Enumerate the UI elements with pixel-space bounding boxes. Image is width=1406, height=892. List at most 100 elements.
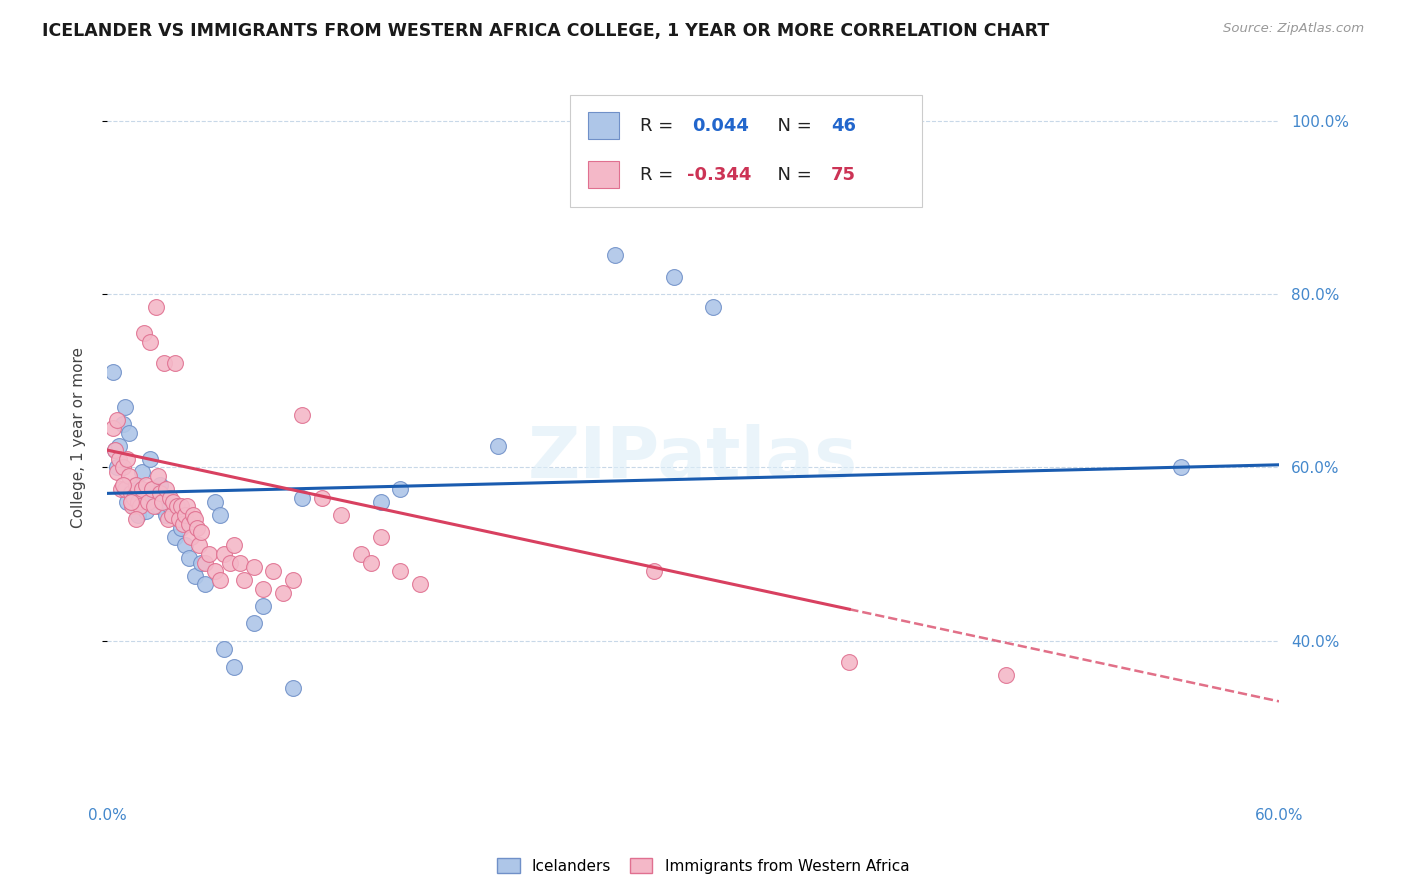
Point: [110, 482, 132, 496]
Point: [120, 495, 142, 509]
Point: [486, 439, 509, 453]
Point: [149, 486, 172, 500]
Point: [662, 269, 685, 284]
Point: [155, 508, 177, 522]
Point: [124, 500, 146, 514]
Point: [291, 491, 314, 505]
Point: [101, 365, 124, 379]
Point: [222, 659, 245, 673]
Point: [360, 556, 382, 570]
Point: [603, 248, 626, 262]
Point: [146, 469, 169, 483]
Point: [129, 486, 152, 500]
Point: [115, 495, 138, 509]
Point: [160, 508, 183, 522]
Point: [174, 538, 197, 552]
Point: [125, 477, 148, 491]
Point: [186, 521, 208, 535]
Point: [114, 400, 136, 414]
Point: [107, 451, 129, 466]
Point: [187, 538, 209, 552]
Y-axis label: College, 1 year or more: College, 1 year or more: [72, 347, 86, 527]
Point: [120, 486, 142, 500]
Point: [330, 508, 353, 522]
Point: [104, 443, 127, 458]
Text: R =: R =: [640, 117, 685, 135]
Point: [232, 573, 254, 587]
Point: [181, 508, 204, 522]
Point: [180, 530, 202, 544]
Point: [1170, 460, 1192, 475]
Point: [169, 512, 191, 526]
Point: [129, 500, 152, 514]
Point: [214, 642, 236, 657]
Point: [838, 656, 860, 670]
Point: [281, 681, 304, 696]
Point: [252, 582, 274, 596]
Point: [190, 556, 212, 570]
Point: [125, 477, 148, 491]
Point: [150, 495, 173, 509]
Point: [159, 491, 181, 505]
Point: [204, 565, 226, 579]
Text: 46: 46: [831, 117, 856, 135]
Text: ZIPatlas: ZIPatlas: [529, 424, 858, 493]
Text: Source: ZipAtlas.com: Source: ZipAtlas.com: [1223, 22, 1364, 36]
Point: [142, 486, 165, 500]
Point: [104, 443, 127, 458]
Point: [184, 568, 207, 582]
Point: [105, 413, 128, 427]
Point: [194, 556, 217, 570]
Point: [389, 482, 412, 496]
Point: [117, 425, 139, 440]
Point: [174, 508, 197, 522]
Point: [262, 565, 284, 579]
Point: [194, 577, 217, 591]
Point: [134, 491, 156, 505]
Point: [115, 451, 138, 466]
Point: [107, 439, 129, 453]
Point: [242, 560, 264, 574]
Point: [222, 538, 245, 552]
Point: [165, 356, 187, 370]
Point: [121, 482, 143, 496]
Text: 0.044: 0.044: [693, 117, 749, 135]
Point: [209, 508, 232, 522]
Text: -0.344: -0.344: [686, 166, 751, 184]
Text: N =: N =: [766, 117, 818, 135]
Point: [702, 300, 724, 314]
Point: [408, 577, 430, 591]
Point: [136, 495, 159, 509]
Point: [370, 530, 392, 544]
Point: [214, 547, 236, 561]
Point: [176, 500, 198, 514]
Point: [152, 356, 174, 370]
Point: [141, 491, 163, 505]
Point: [190, 525, 212, 540]
Point: [170, 500, 193, 514]
Point: [166, 500, 188, 514]
Point: [127, 508, 149, 522]
Point: [139, 451, 162, 466]
Point: [134, 326, 156, 340]
Point: [105, 465, 128, 479]
Legend: Icelanders, Immigrants from Western Africa: Icelanders, Immigrants from Western Afri…: [491, 852, 915, 880]
Point: [155, 482, 177, 496]
Point: [105, 460, 128, 475]
Point: [229, 556, 252, 570]
Point: [252, 599, 274, 613]
Text: 75: 75: [831, 166, 856, 184]
Point: [121, 500, 143, 514]
Point: [209, 573, 232, 587]
Point: [184, 512, 207, 526]
Point: [139, 334, 162, 349]
Point: [179, 516, 201, 531]
Point: [162, 495, 184, 509]
FancyBboxPatch shape: [588, 112, 619, 139]
Point: [242, 616, 264, 631]
FancyBboxPatch shape: [569, 95, 921, 207]
Point: [179, 551, 201, 566]
Point: [150, 495, 173, 509]
Point: [165, 530, 187, 544]
Point: [125, 512, 148, 526]
